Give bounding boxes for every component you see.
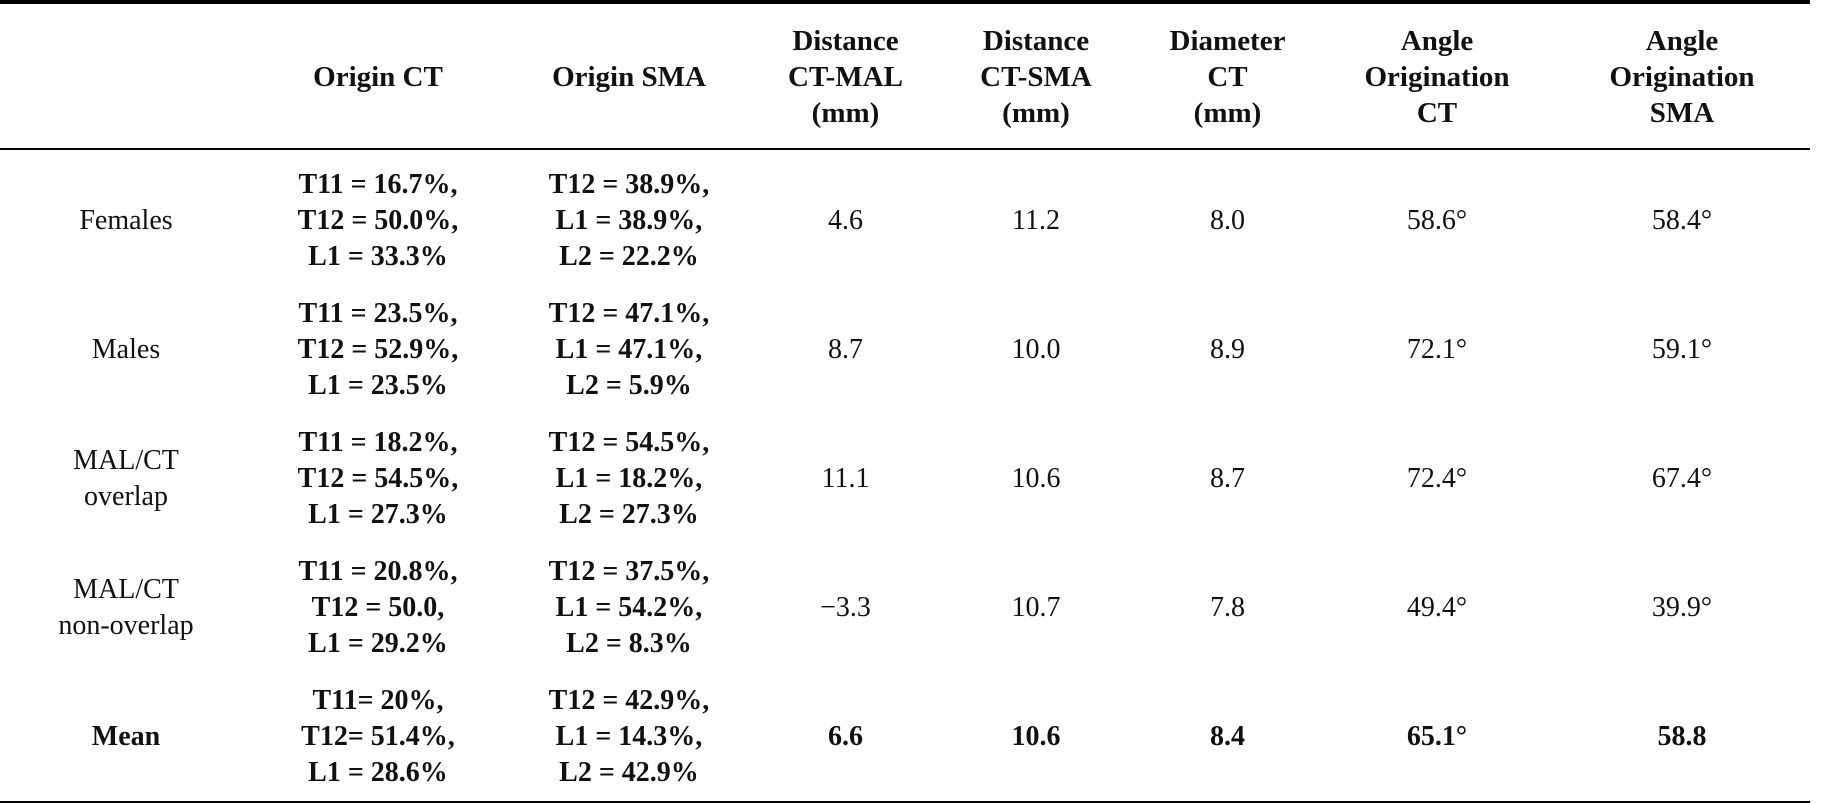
distance-ct-sma-cell: 10.6 (1011, 720, 1061, 752)
origin-ct-cell: T11 = 18.2%, T12 = 54.5%, L1 = 27.3% (297, 426, 459, 530)
distance-ct-sma-cell: 10.6 (1011, 462, 1061, 494)
origin-sma-cell: T12 = 47.1%, L1 = 47.1%, L2 = 5.9% (548, 297, 710, 401)
row-label: Mean (91, 720, 161, 752)
row-label: MAL/CT non-overlap (58, 573, 194, 641)
diameter-ct-cell: 7.8 (1210, 591, 1245, 623)
origin-ct-cell: T11= 20%, T12= 51.4%, L1 = 28.6% (301, 684, 455, 788)
angle-sma-cell: 67.4° (1651, 462, 1713, 494)
distance-ct-sma-cell: 10.0 (1011, 333, 1061, 365)
origin-ct-cell: T11 = 16.7%, T12 = 50.0%, L1 = 33.3% (297, 168, 459, 272)
table-row-males: Males T11 = 23.5%, T12 = 52.9%, L1 = 23.… (0, 285, 1810, 414)
distance-ct-mal-cell: 8.7 (828, 333, 863, 365)
angle-sma-cell: 58.4° (1651, 204, 1713, 236)
distance-ct-mal-cell: 11.1 (821, 462, 870, 494)
angle-ct-cell: 49.4° (1406, 591, 1468, 623)
angle-ct-cell: 65.1° (1406, 720, 1468, 752)
header-distance-ct-sma: Distance CT-SMA (mm) (937, 2, 1135, 150)
angle-sma-cell: 58.8 (1657, 720, 1707, 752)
origin-sma-cell: T12 = 37.5%, L1 = 54.2%, L2 = 8.3% (548, 555, 710, 659)
header-empty (0, 2, 252, 150)
row-label: Females (79, 204, 173, 236)
header-angle-origination-sma: Angle Origination SMA (1554, 2, 1810, 150)
angle-sma-cell: 39.9° (1651, 591, 1713, 623)
table-row-mal-ct-overlap: MAL/CT overlap T11 = 18.2%, T12 = 54.5%,… (0, 414, 1810, 543)
origin-sma-cell: T12 = 38.9%, L1 = 38.9%, L2 = 22.2% (548, 168, 710, 272)
diameter-ct-cell: 8.7 (1210, 462, 1245, 494)
diameter-ct-cell: 8.0 (1210, 204, 1245, 236)
header-origin-sma: Origin SMA (504, 2, 754, 150)
table-row-mal-ct-non-overlap: MAL/CT non-overlap T11 = 20.8%, T12 = 50… (0, 543, 1810, 672)
header-origin-ct: Origin CT (252, 2, 504, 150)
angle-ct-cell: 72.1° (1406, 333, 1468, 365)
header-diameter-ct: Diameter CT (mm) (1135, 2, 1320, 150)
table-row-mean: Mean T11= 20%, T12= 51.4%, L1 = 28.6% T1… (0, 672, 1810, 802)
distance-ct-sma-cell: 11.2 (1012, 204, 1060, 236)
angle-ct-cell: 58.6° (1406, 204, 1468, 236)
row-label: MAL/CT overlap (73, 444, 179, 512)
distance-ct-sma-cell: 10.7 (1011, 591, 1061, 623)
header-angle-origination-ct: Angle Origination CT (1320, 2, 1554, 150)
angle-ct-cell: 72.4° (1406, 462, 1468, 494)
distance-ct-mal-cell: −3.3 (820, 591, 871, 623)
diameter-ct-cell: 8.4 (1210, 720, 1245, 752)
row-label: Males (91, 333, 161, 365)
distance-ct-mal-cell: 4.6 (828, 204, 863, 236)
diameter-ct-cell: 8.9 (1210, 333, 1245, 365)
table-header-row: Origin CT Origin SMA Distance CT-MAL (mm… (0, 2, 1810, 150)
origin-ct-cell: T11 = 20.8%, T12 = 50.0, L1 = 29.2% (298, 555, 458, 659)
origin-ct-cell: T11 = 23.5%, T12 = 52.9%, L1 = 23.5% (297, 297, 459, 401)
origin-sma-cell: T12 = 42.9%, L1 = 14.3%, L2 = 42.9% (548, 684, 710, 788)
header-distance-ct-mal: Distance CT-MAL (mm) (754, 2, 937, 150)
table-row-females: Females T11 = 16.7%, T12 = 50.0%, L1 = 3… (0, 149, 1810, 285)
origin-sma-cell: T12 = 54.5%, L1 = 18.2%, L2 = 27.3% (548, 426, 710, 530)
distance-ct-mal-cell: 6.6 (828, 720, 863, 752)
angle-sma-cell: 59.1° (1651, 333, 1713, 365)
